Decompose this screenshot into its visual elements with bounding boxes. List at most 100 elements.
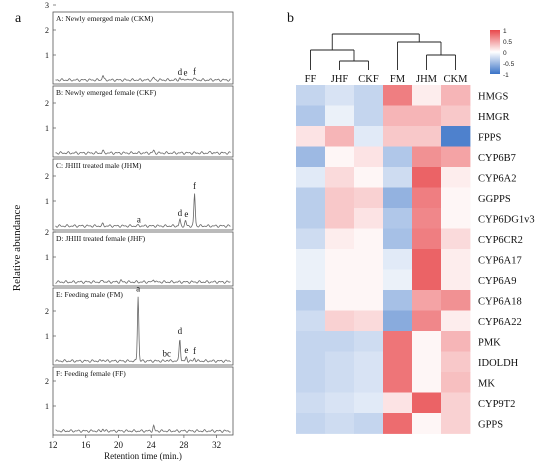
peak-label: a bbox=[137, 215, 141, 225]
heatmap-cell bbox=[354, 351, 384, 373]
row-label: IDOLDH bbox=[478, 358, 519, 369]
heatmap-cell bbox=[383, 290, 413, 311]
trace-title: B: Newly emerged female (CKF) bbox=[56, 88, 157, 97]
peak-label: bc bbox=[162, 349, 171, 359]
heatmap-cell bbox=[383, 413, 413, 434]
y-tick-label: 1 bbox=[45, 332, 49, 341]
column-label: JHF bbox=[331, 74, 349, 85]
column-label: FF bbox=[305, 74, 317, 85]
heatmap-cell bbox=[441, 331, 471, 352]
colorbar-tick-label: -0.5 bbox=[503, 61, 515, 68]
row-label: CYP6B7 bbox=[478, 153, 516, 164]
colorbar-bar bbox=[490, 30, 500, 74]
heatmap-cell bbox=[383, 187, 413, 209]
colorbar-tick-label: 1 bbox=[503, 28, 507, 35]
heatmap-cell bbox=[296, 146, 326, 168]
heatmap-cell bbox=[441, 167, 471, 188]
heatmap-cell bbox=[354, 228, 384, 250]
heatmap-cell bbox=[354, 146, 384, 168]
heatmap-cell bbox=[441, 290, 471, 311]
heatmap-cell bbox=[441, 310, 471, 332]
trace-panel: E: Feeding male (FM) 1 2 a bc de f bbox=[45, 284, 234, 366]
heatmap-cell bbox=[354, 167, 384, 188]
peak-label: f bbox=[193, 346, 196, 356]
heatmap-cell bbox=[441, 105, 471, 127]
heatmap-cell bbox=[383, 167, 413, 188]
heatmap-cell bbox=[325, 105, 355, 127]
row-label: CYP6CR2 bbox=[478, 235, 523, 246]
heatmap-cell bbox=[412, 249, 442, 270]
heatmap-cell bbox=[296, 310, 326, 332]
y-tick-label: 2 bbox=[45, 99, 49, 108]
chromatogram-x-axis: 12 16 20 24 28 32 bbox=[49, 435, 221, 450]
heatmap-cell bbox=[412, 208, 442, 229]
heatmap-cell bbox=[296, 208, 326, 229]
y-tick-label: 2 bbox=[45, 26, 49, 35]
colorbar-tick-label: 0.5 bbox=[503, 39, 512, 46]
heatmap-cell bbox=[412, 290, 442, 311]
y-tick-label: 1 bbox=[45, 402, 49, 411]
heatmap-cell bbox=[383, 331, 413, 352]
heatmap-cell bbox=[296, 351, 326, 373]
colorbar-tick-label: -1 bbox=[503, 72, 509, 79]
heatmap-cell bbox=[412, 167, 442, 188]
x-tick-label: 12 bbox=[49, 440, 58, 450]
trace-panel: B: Newly emerged female (CKF) 1 2 bbox=[45, 85, 234, 158]
row-label: CYP6DG1v3 bbox=[478, 214, 535, 225]
heatmap-cell bbox=[383, 269, 413, 291]
column-label: JHM bbox=[416, 74, 438, 85]
heatmap-cell bbox=[441, 351, 471, 373]
heatmap-cell bbox=[412, 126, 442, 147]
row-label: FPPS bbox=[478, 132, 502, 143]
heatmap-cell bbox=[325, 85, 355, 106]
heatmap-cell bbox=[441, 146, 471, 168]
heatmap-cell bbox=[325, 392, 355, 414]
trace-panel: A: Newly emerged male (CKM) 1 2 3 d e f bbox=[45, 1, 234, 85]
trace-panel: D: JHIII treated female (JHF) 1 2 bbox=[45, 228, 234, 287]
heatmap-cell bbox=[441, 126, 471, 147]
peak-label: e bbox=[184, 68, 188, 78]
heatmap-cell bbox=[412, 228, 442, 250]
y-tick-label: 2 bbox=[45, 172, 49, 181]
chromatogram-line bbox=[55, 296, 231, 363]
heatmap-cell bbox=[354, 392, 384, 414]
heatmap-cell bbox=[441, 249, 471, 270]
heatmap-cell bbox=[325, 269, 355, 291]
x-axis-label: Retention time (min.) bbox=[104, 451, 182, 461]
heatmap-cell bbox=[354, 310, 384, 332]
heatmap-cell bbox=[325, 290, 355, 311]
heatmap-cell bbox=[325, 351, 355, 373]
row-label: HMGS bbox=[478, 91, 509, 102]
heatmap-cell bbox=[354, 372, 384, 393]
row-label: GPPS bbox=[478, 419, 503, 430]
heatmap-cell bbox=[296, 187, 326, 209]
heatmap-cell bbox=[325, 228, 355, 250]
heatmap-cell bbox=[412, 351, 442, 373]
heatmap-cell bbox=[412, 392, 442, 414]
heatmap-cell bbox=[412, 269, 442, 291]
heatmap-cell bbox=[325, 208, 355, 229]
chromatogram-line bbox=[55, 279, 231, 284]
heatmap-cell bbox=[383, 392, 413, 414]
y-tick-label: 2 bbox=[45, 228, 49, 237]
heatmap: HMGS HMGR FPPS CYP6B7 CYP6A2 GGPPS CYP6DG1v3 CY… bbox=[296, 74, 535, 434]
heatmap-cell bbox=[296, 392, 326, 414]
heatmap-cell bbox=[325, 331, 355, 352]
x-tick-label: 20 bbox=[114, 440, 124, 450]
column-dendrogram bbox=[310, 33, 456, 70]
peak-label: e bbox=[184, 209, 188, 219]
trace-frame bbox=[52, 11, 234, 85]
trace-frame bbox=[52, 366, 234, 436]
y-tick-label: 1 bbox=[45, 253, 49, 262]
row-label: CYP6A17 bbox=[478, 255, 522, 266]
peak-label: a bbox=[136, 284, 140, 294]
x-tick-label: 24 bbox=[147, 440, 157, 450]
heatmap-cell bbox=[325, 126, 355, 147]
heatmap-cell bbox=[296, 331, 326, 352]
y-axis-label: Relative abundance bbox=[11, 205, 23, 292]
heatmap-cell bbox=[441, 269, 471, 291]
y-tick-label: 1 bbox=[45, 124, 49, 133]
heatmap-cell bbox=[296, 126, 326, 147]
trace-frame bbox=[52, 158, 234, 231]
